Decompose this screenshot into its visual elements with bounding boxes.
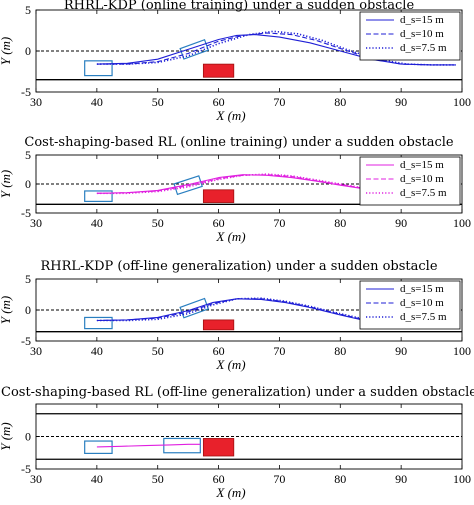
y-tick-label: 0 [25,430,31,444]
x-tick-label: 40 [91,472,103,486]
x-tick-label: 30 [30,344,42,358]
legend: d_s=15 m d_s=10 m d_s=7.5 m [359,156,461,206]
x-tick-label: 50 [152,472,164,486]
chart-panel-2: Cost-shaping-based RL (online training) … [0,135,471,244]
x-axis-label: X (m) [215,229,245,244]
vehicle-start [84,60,113,77]
chart-panel-3: RHRL-KDP (off-line generalization) under… [0,259,471,372]
x-axis-label: X (m) [215,357,245,372]
y-axis-label: Y (m) [0,37,13,66]
series-line-1 [96,443,201,448]
y-axis-label: Y (m) [0,422,13,451]
x-tick-label: 90 [395,344,407,358]
obstacle [202,189,235,203]
obstacle [202,438,235,457]
x-tick-label: 70 [273,344,285,358]
x-tick-label: 100 [453,95,471,109]
vehicle-start [84,440,113,454]
x-tick-label: 60 [213,344,225,358]
chart-panel-1: RHRL-KDP (online training) under a sudde… [0,0,471,123]
x-tick-label: 40 [91,216,103,230]
legend-label-3: d_s=7.5 m [400,42,447,54]
x-tick-label: 50 [152,216,164,230]
x-tick-label: 80 [334,472,346,486]
series-line-3 [96,30,456,66]
y-tick-label: 5 [25,148,31,162]
legend-label-3: d_s=7.5 m [400,311,447,323]
vehicle-current [179,38,210,60]
x-tick-label: 60 [213,95,225,109]
y-tick-label: -5 [21,85,31,99]
chart-title: Cost-shaping-based RL (online training) … [24,135,454,150]
y-tick-label: 0 [25,44,31,58]
x-tick-label: 100 [453,472,471,486]
x-axis-label: X (m) [215,485,245,500]
x-tick-label: 70 [273,216,285,230]
x-tick-label: 60 [213,472,225,486]
legend-label-2: d_s=10 m [400,28,444,40]
x-tick-label: 80 [334,216,346,230]
x-tick-label: 50 [152,344,164,358]
x-tick-label: 90 [395,95,407,109]
legend-label-3: d_s=7.5 m [400,187,447,199]
x-tick-label: 80 [334,95,346,109]
x-tick-label: 70 [273,95,285,109]
x-tick-label: 90 [395,472,407,486]
x-tick-label: 90 [395,216,407,230]
y-tick-label: 5 [25,272,31,286]
legend-label-2: d_s=10 m [400,297,444,309]
x-tick-label: 100 [453,216,471,230]
x-tick-label: 40 [91,344,103,358]
x-axis-label: X (m) [215,108,245,123]
x-tick-label: 30 [30,95,42,109]
chart-title: Cost-shaping-based RL (off-line generali… [1,385,474,400]
x-tick-label: 30 [30,216,42,230]
obstacle [202,319,235,331]
vehicle-start [84,190,113,203]
y-axis-label: Y (m) [0,296,13,325]
vehicle-current [173,175,203,196]
x-tick-label: 100 [453,344,471,358]
obstacle [202,63,235,78]
series-line-2 [96,32,456,66]
legend-label-2: d_s=10 m [400,173,444,185]
x-tick-label: 30 [30,472,42,486]
x-tick-label: 50 [152,95,164,109]
x-tick-label: 60 [213,216,225,230]
plot-area [36,413,462,460]
y-axis-label: Y (m) [0,170,13,199]
chart-title: RHRL-KDP (off-line generalization) under… [40,259,437,274]
y-tick-label: 0 [25,303,31,317]
legend: d_s=15 m d_s=10 m d_s=7.5 m [359,280,461,330]
chart-panel-4: Cost-shaping-based RL (off-line generali… [0,385,474,500]
x-tick-label: 70 [273,472,285,486]
legend-label-1: d_s=15 m [400,283,444,295]
x-tick-label: 40 [91,95,103,109]
y-tick-label: 0 [25,177,31,191]
y-tick-label: -5 [21,462,31,476]
x-tick-label: 80 [334,344,346,358]
y-tick-label: -5 [21,206,31,220]
chart-title: RHRL-KDP (online training) under a sudde… [64,0,415,13]
legend: d_s=15 m d_s=10 m d_s=7.5 m [359,11,461,61]
legend-label-1: d_s=15 m [400,159,444,171]
legend-label-1: d_s=15 m [400,14,444,26]
y-tick-label: 5 [25,3,31,17]
vehicle-current [163,437,201,454]
y-tick-label: -5 [21,334,31,348]
vehicle-start [84,316,113,330]
